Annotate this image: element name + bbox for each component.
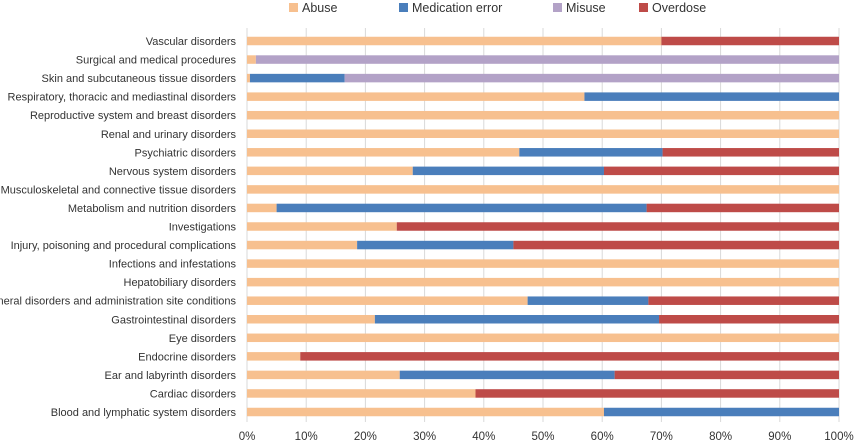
category-label-general-disorders-and-administration-site-conditions: General disorders and administration sit… xyxy=(0,296,236,308)
legend-item-abuse: Abuse xyxy=(289,1,337,15)
bar-overdose-gastrointestinal-disorders xyxy=(659,315,839,324)
category-label-infections-and-infestations: Infections and infestations xyxy=(109,259,237,271)
category-label-eye-disorders: Eye disorders xyxy=(169,333,237,345)
legend-item-overdose: Overdose xyxy=(639,1,706,15)
legend-swatch xyxy=(639,3,648,12)
bar-overdose-ear-and-labyrinth-disorders xyxy=(614,370,839,380)
category-label-surgical-and-medical-procedures: Surgical and medical procedures xyxy=(76,55,237,67)
category-label-reproductive-system-and-breast-disorders: Reproductive system and breast disorders xyxy=(30,110,237,122)
category-label-nervous-system-disorders: Nervous system disorders xyxy=(109,166,237,178)
bar-abuse-psychiatric-disorders xyxy=(247,148,520,157)
bar-overdose-nervous-system-disorders xyxy=(603,166,839,176)
bar-medication-error-skin-and-subcutaneous-tissue-disorders xyxy=(249,73,345,83)
category-label-investigations: Investigations xyxy=(169,222,237,234)
category-label-cardiac-disorders: Cardiac disorders xyxy=(150,388,237,400)
bar-medication-error-general-disorders-and-administration-site-conditions xyxy=(527,296,649,305)
bar-overdose-vascular-disorders xyxy=(661,36,839,46)
x-tick-label: 40% xyxy=(472,431,495,443)
category-label-ear-and-labyrinth-disorders: Ear and labyrinth disorders xyxy=(105,370,237,382)
legend-swatch xyxy=(553,3,562,12)
x-tick-label: 70% xyxy=(650,431,673,443)
bar-abuse-hepatobiliary-disorders xyxy=(247,277,839,287)
x-tick-label: 60% xyxy=(591,431,614,443)
bar-abuse-ear-and-labyrinth-disorders xyxy=(247,370,400,380)
x-tick-label: 100% xyxy=(824,431,853,443)
category-label-skin-and-subcutaneous-tissue-disorders: Skin and subcutaneous tissue disorders xyxy=(42,73,237,85)
x-tick-label: 20% xyxy=(354,431,377,443)
legend-label: Medication error xyxy=(412,1,502,15)
bar-misuse-surgical-and-medical-procedures xyxy=(255,55,839,64)
bar-abuse-cardiac-disorders xyxy=(247,389,476,398)
legend-label: Misuse xyxy=(566,1,606,15)
category-label-blood-and-lymphatic-system-disorders: Blood and lymphatic system disorders xyxy=(51,407,237,419)
bar-medication-error-injury-poisoning-and-procedural-complications xyxy=(357,240,514,250)
x-tick-label: 80% xyxy=(709,431,732,443)
bar-overdose-psychiatric-disorders xyxy=(662,148,839,157)
bar-abuse-renal-and-urinary-disorders xyxy=(247,129,839,138)
category-label-injury-poisoning-and-procedural-complications: Injury, poisoning and procedural complic… xyxy=(11,240,237,252)
bar-medication-error-blood-and-lymphatic-system-disorders xyxy=(603,407,839,417)
bar-abuse-general-disorders-and-administration-site-conditions xyxy=(247,296,528,305)
bar-abuse-surgical-and-medical-procedures xyxy=(247,55,256,64)
category-label-musculoskeletal-and-connective-tissue-disorders: Musculoskeletal and connective tissue di… xyxy=(1,184,237,196)
bar-abuse-gastrointestinal-disorders xyxy=(247,315,375,324)
legend-item-misuse: Misuse xyxy=(553,1,606,15)
bar-abuse-blood-and-lymphatic-system-disorders xyxy=(247,407,604,417)
bar-overdose-injury-poisoning-and-procedural-complications xyxy=(513,240,839,250)
bar-abuse-musculoskeletal-and-connective-tissue-disorders xyxy=(247,185,839,194)
bar-abuse-eye-disorders xyxy=(247,333,839,343)
legend: Abuse Medication error Misuse Overdose xyxy=(289,1,706,15)
bars xyxy=(247,36,839,417)
category-label-metabolism-and-nutrition-disorders: Metabolism and nutrition disorders xyxy=(68,203,237,215)
bar-abuse-vascular-disorders xyxy=(247,36,662,46)
bar-medication-error-metabolism-and-nutrition-disorders xyxy=(276,203,647,213)
legend-label: Abuse xyxy=(302,1,337,15)
bar-abuse-investigations xyxy=(247,222,397,231)
bar-abuse-nervous-system-disorders xyxy=(247,166,413,176)
bar-medication-error-nervous-system-disorders xyxy=(412,166,604,176)
category-label-gastrointestinal-disorders: Gastrointestinal disorders xyxy=(111,314,236,326)
bar-abuse-respiratory-thoracic-and-mediastinal-disorders xyxy=(247,92,585,101)
x-tick-label: 30% xyxy=(413,431,436,443)
x-axis-ticks: 0% 10% 20% 30% 40% 50% 60% 70% 80% 90% 100% xyxy=(239,431,854,443)
bar-overdose-cardiac-disorders xyxy=(475,389,839,398)
category-labels: Vascular disorders Surgical and medical p… xyxy=(0,36,236,419)
legend-label: Overdose xyxy=(652,1,706,15)
bar-abuse-injury-poisoning-and-procedural-complications xyxy=(247,240,358,250)
x-tick-label: 0% xyxy=(239,431,256,443)
x-tick-label: 10% xyxy=(295,431,318,443)
category-label-renal-and-urinary-disorders: Renal and urinary disorders xyxy=(101,129,237,141)
category-label-psychiatric-disorders: Psychiatric disorders xyxy=(135,147,237,159)
bar-abuse-metabolism-and-nutrition-disorders xyxy=(247,203,277,213)
category-label-vascular-disorders: Vascular disorders xyxy=(146,36,237,48)
bar-medication-error-gastrointestinal-disorders xyxy=(374,315,660,324)
category-label-hepatobiliary-disorders: Hepatobiliary disorders xyxy=(124,277,237,289)
bar-overdose-general-disorders-and-administration-site-conditions xyxy=(648,296,839,305)
bar-abuse-endocrine-disorders xyxy=(247,352,301,361)
bar-abuse-skin-and-subcutaneous-tissue-disorders xyxy=(247,73,250,83)
bar-abuse-infections-and-infestations xyxy=(247,259,839,268)
x-tick-label: 90% xyxy=(768,431,791,443)
bar-misuse-skin-and-subcutaneous-tissue-disorders xyxy=(344,73,839,83)
legend-item-medication-error: Medication error xyxy=(399,1,502,15)
bar-medication-error-respiratory-thoracic-and-mediastinal-disorders xyxy=(584,92,839,101)
bar-overdose-endocrine-disorders xyxy=(300,352,839,361)
bar-abuse-reproductive-system-and-breast-disorders xyxy=(247,110,839,120)
legend-swatch xyxy=(289,3,298,12)
bar-overdose-metabolism-and-nutrition-disorders xyxy=(646,203,839,213)
bar-overdose-investigations xyxy=(396,222,839,231)
x-tick-label: 50% xyxy=(531,431,554,443)
bar-medication-error-psychiatric-disorders xyxy=(519,148,663,157)
bar-medication-error-ear-and-labyrinth-disorders xyxy=(399,370,615,380)
category-label-respiratory-thoracic-and-mediastinal-disorders: Respiratory, thoracic and mediastinal di… xyxy=(8,92,237,104)
legend-swatch xyxy=(399,3,408,12)
category-label-endocrine-disorders: Endocrine disorders xyxy=(138,351,236,363)
